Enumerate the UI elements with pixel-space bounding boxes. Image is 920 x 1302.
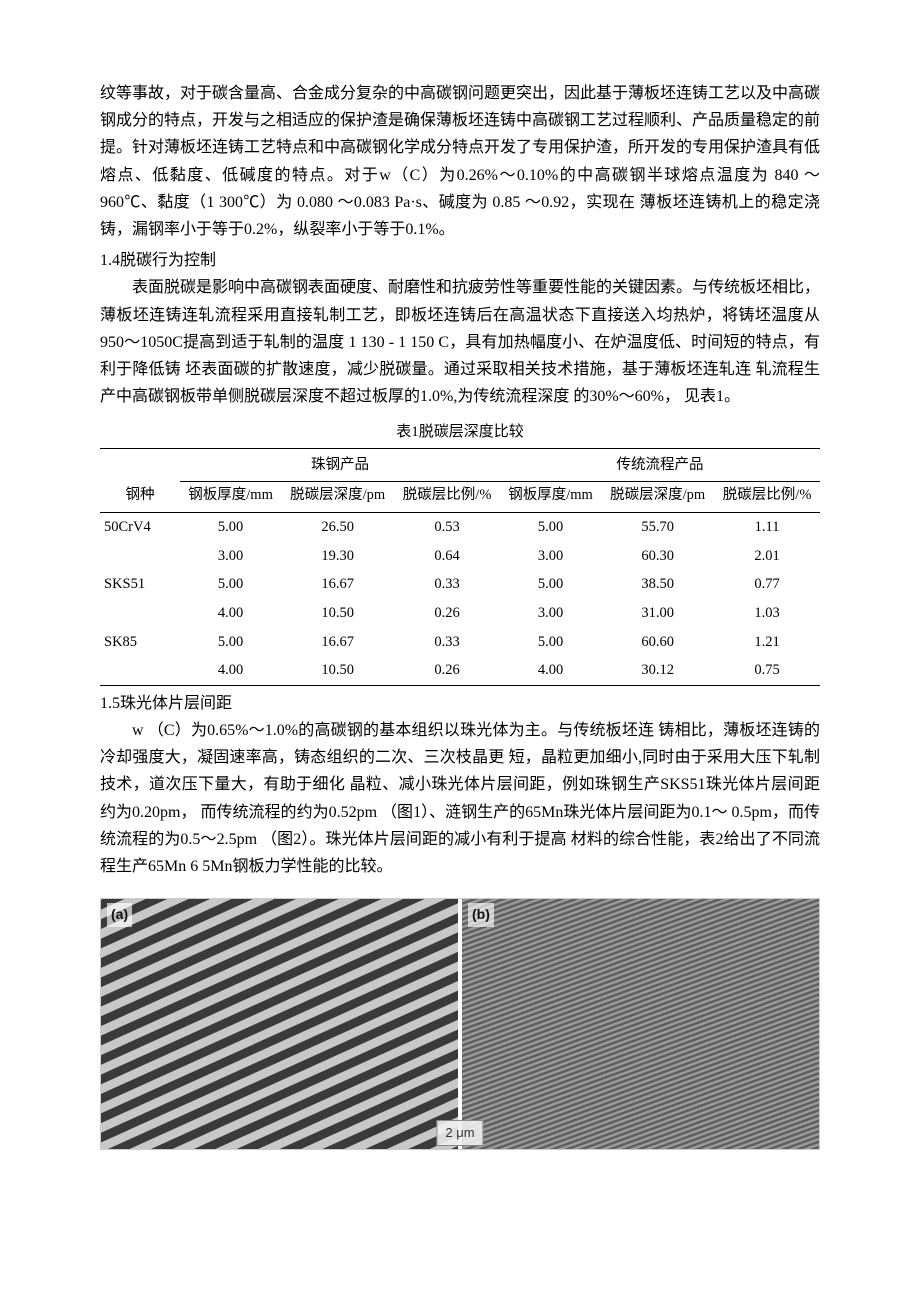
table-row: 4.0010.500.263.0031.001.03 — [100, 599, 820, 628]
table1-col-a-depth: 脱碳层深度/pm — [281, 482, 394, 513]
table-cell: 0.33 — [394, 628, 500, 657]
table-cell: 3.00 — [180, 542, 281, 571]
table-cell: 38.50 — [601, 570, 714, 599]
paragraph-decarb: 表面脱碳是影响中高碳钢表面硬度、耐磨性和抗疲劳性等重要性能的关键因素。与传统板坯… — [100, 274, 820, 410]
sem-panel-b: (b) — [462, 899, 819, 1149]
table-cell: 0.53 — [394, 512, 500, 541]
paragraph-pearlite: w （C）为0.65%～1.0%的高碳钢的基本组织以珠光体为主。与传统板坯连 铸… — [100, 717, 820, 880]
table-cell: 5.00 — [500, 570, 601, 599]
sem-panel-a: (a) — [101, 899, 458, 1149]
heading-1-4: 1.4脱碳行为控制 — [100, 247, 820, 274]
table-cell: 5.00 — [180, 512, 281, 541]
table-cell: 60.60 — [601, 628, 714, 657]
table-cell — [100, 656, 180, 685]
paragraph-mold-flux: 纹等事故，对于碳含量高、合金成分复杂的中高碳钢问题更突出，因此基于薄板坯连铸工艺… — [100, 80, 820, 243]
table-cell: SK85 — [100, 628, 180, 657]
sem-panel-a-label: (a) — [107, 903, 132, 927]
table-row: 50CrV45.0026.500.535.0055.701.11 — [100, 512, 820, 541]
table-cell: 60.30 — [601, 542, 714, 571]
table-cell: 30.12 — [601, 656, 714, 685]
table-cell: 5.00 — [500, 512, 601, 541]
table-cell: 0.64 — [394, 542, 500, 571]
table-row: SK855.0016.670.335.0060.601.21 — [100, 628, 820, 657]
table-cell: 4.00 — [500, 656, 601, 685]
table-cell: 4.00 — [180, 599, 281, 628]
table-row: 3.0019.300.643.0060.302.01 — [100, 542, 820, 571]
table-row: SKS515.0016.670.335.0038.500.77 — [100, 570, 820, 599]
table1: 珠钢产品 传统流程产品 钢种 钢板厚度/mm 脱碳层深度/pm 脱碳层比例/% … — [100, 448, 820, 686]
table-cell: 55.70 — [601, 512, 714, 541]
table-cell: 0.33 — [394, 570, 500, 599]
table-cell: 0.77 — [714, 570, 820, 599]
table-cell: 1.03 — [714, 599, 820, 628]
table1-col-b-thk: 钢板厚度/mm — [500, 482, 601, 513]
table-cell: 1.21 — [714, 628, 820, 657]
table1-group-zhugang: 珠钢产品 — [180, 448, 500, 482]
table1-col-b-ratio: 脱碳层比例/% — [714, 482, 820, 513]
table-cell: SKS51 — [100, 570, 180, 599]
heading-1-5: 1.5珠光体片层间距 — [100, 690, 820, 717]
table-cell: 50CrV4 — [100, 512, 180, 541]
sem-panel-b-label: (b) — [468, 903, 494, 927]
table-cell: 0.75 — [714, 656, 820, 685]
table-cell: 2.01 — [714, 542, 820, 571]
table-cell: 5.00 — [180, 570, 281, 599]
table-row: 4.0010.500.264.0030.120.75 — [100, 656, 820, 685]
table-cell: 4.00 — [180, 656, 281, 685]
table-cell: 16.67 — [281, 628, 394, 657]
table1-col-b-depth: 脱碳层深度/pm — [601, 482, 714, 513]
figure1: (a) (b) 2 μm — [100, 898, 820, 1150]
table-cell: 3.00 — [500, 542, 601, 571]
table-cell: 0.26 — [394, 656, 500, 685]
table1-col-a-thk: 钢板厚度/mm — [180, 482, 281, 513]
table1-col-a-ratio: 脱碳层比例/% — [394, 482, 500, 513]
table-cell: 1.11 — [714, 512, 820, 541]
sem-scale-bar: 2 μm — [436, 1120, 483, 1146]
table-cell: 5.00 — [500, 628, 601, 657]
table1-col-steel: 钢种 — [100, 482, 180, 513]
table1-caption: 表1脱碳层深度比较 — [100, 420, 820, 446]
table-cell: 26.50 — [281, 512, 394, 541]
table-cell: 0.26 — [394, 599, 500, 628]
table-cell: 19.30 — [281, 542, 394, 571]
table1-group-traditional: 传统流程产品 — [500, 448, 820, 482]
table-cell — [100, 542, 180, 571]
table-cell: 31.00 — [601, 599, 714, 628]
table-cell: 16.67 — [281, 570, 394, 599]
table1-group-blank — [100, 448, 180, 482]
table-cell: 10.50 — [281, 656, 394, 685]
table-cell — [100, 599, 180, 628]
table-cell: 5.00 — [180, 628, 281, 657]
table1-container: 表1脱碳层深度比较 珠钢产品 传统流程产品 钢种 钢板厚度/mm 脱碳层深度/p… — [100, 420, 820, 686]
table-cell: 3.00 — [500, 599, 601, 628]
table-cell: 10.50 — [281, 599, 394, 628]
